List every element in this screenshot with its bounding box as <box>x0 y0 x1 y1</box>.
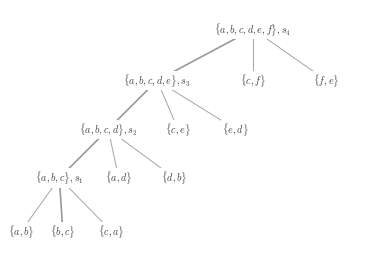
Text: $\{a,b,c\}, s_1$: $\{a,b,c\}, s_1$ <box>35 170 84 186</box>
Text: $\{c,a\}$: $\{c,a\}$ <box>98 223 125 240</box>
Text: $\{a,b,c,d\}, s_2$: $\{a,b,c,d\}, s_2$ <box>79 121 138 137</box>
Text: $\{e,d\}$: $\{e,d\}$ <box>222 121 249 137</box>
Text: $\{c,f\}$: $\{c,f\}$ <box>240 72 266 89</box>
Text: $\{a,b\}$: $\{a,b\}$ <box>8 223 34 240</box>
Text: $\{f,e\}$: $\{f,e\}$ <box>313 72 340 89</box>
Text: $\{a,b,c,d,e,f\}, s_4$: $\{a,b,c,d,e,f\}, s_4$ <box>215 21 292 38</box>
Text: $\{d,b\}$: $\{d,b\}$ <box>161 170 188 186</box>
Text: $\{a,d\}$: $\{a,d\}$ <box>105 170 132 186</box>
Text: $\{b,c\}$: $\{b,c\}$ <box>50 223 75 240</box>
Text: $\{a,b,c,d,e\}, s_3$: $\{a,b,c,d,e\}, s_3$ <box>123 72 191 89</box>
Text: $\{c,e\}$: $\{c,e\}$ <box>165 121 191 137</box>
